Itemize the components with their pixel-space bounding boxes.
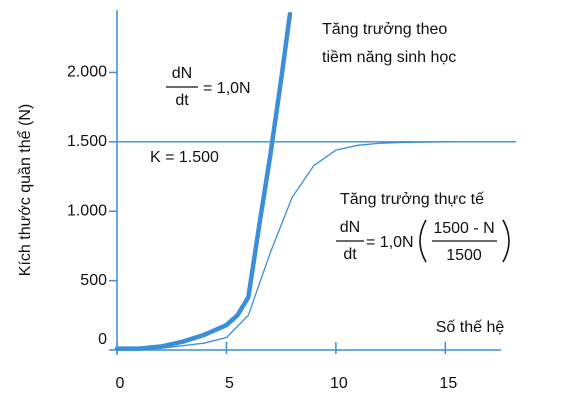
- annotation: Tăng trưởng theo: [322, 21, 447, 38]
- x-tick-label: 10: [330, 375, 348, 392]
- formula: 1500 - N: [433, 220, 494, 237]
- line: [116, 141, 457, 350]
- y-tick-label: 500: [80, 272, 107, 289]
- y-tick-label: 1.000: [67, 202, 107, 219]
- y-tick-label: 0: [98, 331, 107, 348]
- annotation: tiềm năng sinh học: [322, 49, 456, 66]
- formula: 1500: [446, 247, 482, 264]
- parenthesis: [502, 219, 510, 263]
- formula: dN: [172, 65, 192, 82]
- x-axis-label: Số thế hệ: [436, 319, 505, 336]
- y-tick-label: 2.000: [67, 64, 107, 81]
- formula: = 1,0N: [366, 234, 414, 251]
- x-tick-label: 15: [439, 375, 457, 392]
- line: [114, 11, 293, 351]
- parenthesis: [419, 219, 427, 263]
- formula: dt: [343, 246, 357, 263]
- annotation: K = 1.500: [150, 149, 219, 166]
- y-axis-label: Kích thước quần thể (N): [16, 104, 34, 276]
- y-tick-label: 1.500: [67, 133, 107, 150]
- formula: = 1,0N: [203, 80, 251, 97]
- x-tick-label: 5: [225, 375, 234, 392]
- x-tick-label: 0: [116, 375, 125, 392]
- formula: dt: [175, 92, 189, 109]
- formula: dN: [340, 219, 360, 236]
- annotation: Tăng trưởng thực tế: [340, 191, 484, 208]
